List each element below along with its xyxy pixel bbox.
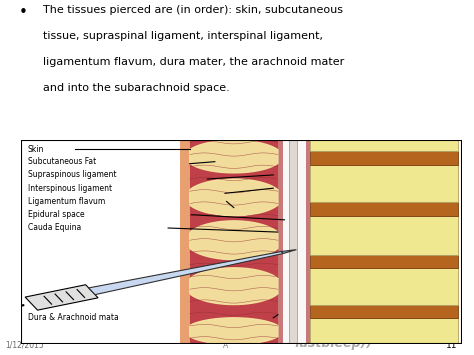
Bar [310,202,458,216]
Bar [289,140,297,344]
Text: Cauda Equina: Cauda Equina [28,224,81,233]
Polygon shape [282,250,296,253]
Bar [306,140,310,344]
Text: tissue, supraspinal ligament, interspinal ligament,: tissue, supraspinal ligament, interspina… [43,31,323,41]
Bar [190,140,278,344]
Text: A: A [223,341,228,350]
Bar [310,268,458,305]
Text: 11: 11 [446,341,457,350]
Text: Skin: Skin [28,145,44,154]
Text: Dura & Arachnoid mata: Dura & Arachnoid mata [28,313,118,322]
Text: fastbleep)): fastbleep)) [294,337,372,350]
Bar [310,216,458,255]
Bar [310,305,458,318]
Text: Interspinous ligament: Interspinous ligament [28,184,112,193]
Text: Subcutaneous Fat: Subcutaneous Fat [28,157,96,166]
Text: ligamentum flavum, dura mater, the arachnoid mater: ligamentum flavum, dura mater, the arach… [43,57,344,67]
Bar [278,140,283,344]
Text: and into the subarachnoid space.: and into the subarachnoid space. [43,83,229,93]
Bar [180,140,190,344]
Text: Ligamentum flavum: Ligamentum flavum [28,197,105,206]
Polygon shape [190,221,278,260]
Polygon shape [190,140,278,173]
Text: Supraspinous ligament: Supraspinous ligament [28,170,117,179]
Bar [310,140,458,152]
Text: •: • [19,5,28,20]
Bar [310,165,458,202]
Polygon shape [190,318,278,344]
Polygon shape [190,179,278,216]
Text: The tissues pierced are (in order): skin, subcutaneous: The tissues pierced are (in order): skin… [43,5,343,15]
Bar [278,140,310,344]
Bar [310,255,458,268]
Bar [310,318,458,344]
Polygon shape [25,285,98,310]
Bar [310,152,458,165]
Text: 1/12/2015: 1/12/2015 [5,341,44,350]
Text: Epidural space: Epidural space [28,210,84,219]
Polygon shape [89,251,283,295]
Polygon shape [190,268,278,305]
